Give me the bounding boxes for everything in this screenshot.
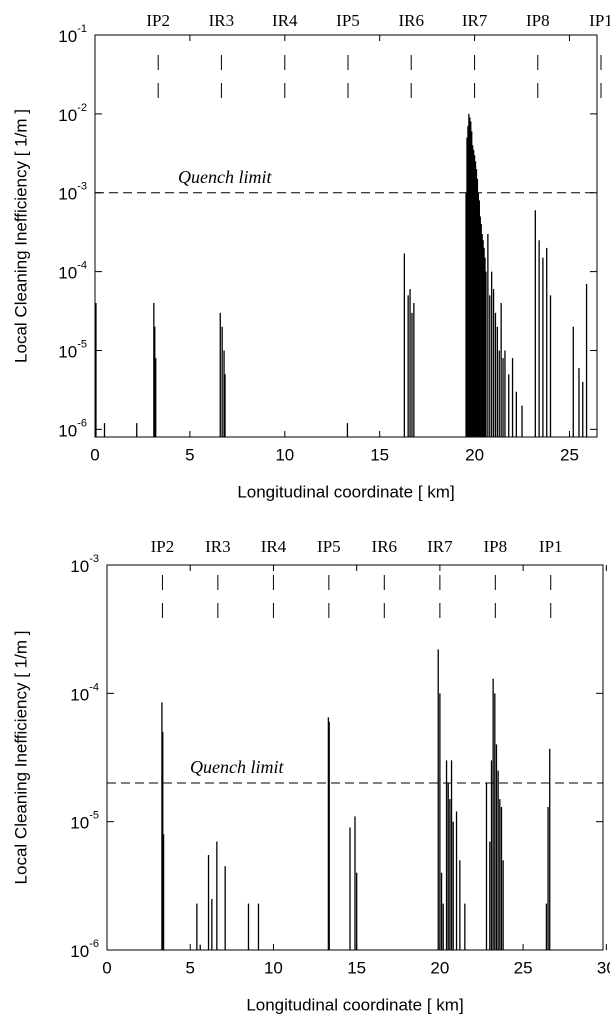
x-tick-label: 0 bbox=[102, 958, 111, 977]
y-tick-label: 10-2 bbox=[58, 102, 87, 126]
y-axis-label: Local Cleaning Inefficiency [ 1/m ] bbox=[11, 109, 30, 363]
location-label: IR6 bbox=[398, 11, 424, 30]
x-tick-label: 30 bbox=[597, 958, 610, 977]
x-tick-label: 25 bbox=[514, 958, 533, 977]
location-label: IP8 bbox=[483, 537, 507, 556]
y-axis-label: Local Cleaning Inefficiency [ 1/m ] bbox=[11, 631, 30, 885]
location-label: IP2 bbox=[146, 11, 170, 30]
location-label: IR4 bbox=[261, 537, 287, 556]
y-tick-label: 10-4 bbox=[70, 681, 99, 705]
location-label: IR3 bbox=[205, 537, 231, 556]
y-tick-label: 10-6 bbox=[70, 938, 99, 962]
x-axis-label: Longitudinal coordinate [ km] bbox=[237, 482, 454, 501]
x-tick-label: 5 bbox=[185, 445, 194, 464]
x-tick-label: 10 bbox=[264, 958, 283, 977]
x-tick-label: 15 bbox=[370, 445, 389, 464]
x-tick-label: 0 bbox=[90, 445, 99, 464]
x-tick-label: 25 bbox=[560, 445, 579, 464]
location-label: IP1 bbox=[589, 11, 610, 30]
y-tick-label: 10-4 bbox=[58, 260, 87, 284]
x-tick-label: 5 bbox=[185, 958, 194, 977]
location-label: IR3 bbox=[209, 11, 235, 30]
location-label: IR6 bbox=[372, 537, 398, 556]
location-label: IR7 bbox=[462, 11, 488, 30]
plot-frame bbox=[94, 34, 598, 438]
y-tick-label: 10-3 bbox=[70, 553, 99, 577]
location-label: IP2 bbox=[151, 537, 175, 556]
y-tick-label: 10-1 bbox=[58, 23, 87, 47]
x-tick-label: 10 bbox=[275, 445, 294, 464]
y-tick-label: 10-3 bbox=[58, 181, 87, 205]
x-axis-label: Longitudinal coordinate [ km] bbox=[246, 995, 463, 1014]
quench-limit-label: Quench limit bbox=[190, 757, 284, 777]
y-tick-label: 10-5 bbox=[58, 338, 87, 362]
location-label: IP8 bbox=[526, 11, 550, 30]
location-label: IR7 bbox=[427, 537, 453, 556]
x-tick-label: 20 bbox=[430, 958, 449, 977]
location-label: IR4 bbox=[272, 11, 298, 30]
y-tick-label: 10-6 bbox=[58, 417, 87, 441]
quench-limit-label: Quench limit bbox=[178, 167, 272, 187]
location-label: IP1 bbox=[539, 537, 563, 556]
y-tick-label: 10-5 bbox=[70, 810, 99, 834]
x-tick-label: 15 bbox=[347, 958, 366, 977]
location-label: IP5 bbox=[336, 11, 360, 30]
location-label: IP5 bbox=[317, 537, 341, 556]
x-tick-label: 20 bbox=[465, 445, 484, 464]
